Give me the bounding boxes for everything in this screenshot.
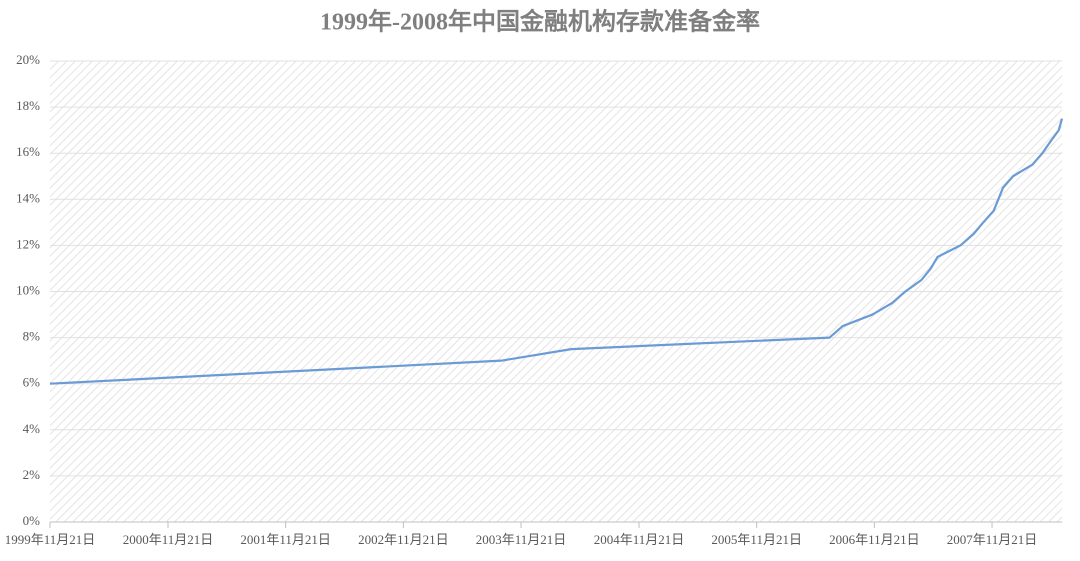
x-tick-label: 2002年11月21日 xyxy=(358,532,449,547)
y-tick-label: 4% xyxy=(23,421,41,436)
y-tick-label: 10% xyxy=(16,282,40,297)
x-tick-label: 2005年11月21日 xyxy=(711,532,802,547)
y-tick-label: 8% xyxy=(23,329,41,344)
y-tick-label: 2% xyxy=(23,467,41,482)
y-tick-label: 6% xyxy=(23,375,41,390)
x-tick-label: 2003年11月21日 xyxy=(476,532,567,547)
y-tick-label: 12% xyxy=(16,236,40,251)
y-tick-label: 18% xyxy=(16,98,40,113)
x-tick-label: 2006年11月21日 xyxy=(829,532,920,547)
data-line xyxy=(49,118,1064,385)
x-tick-label: 2004年11月21日 xyxy=(594,532,685,547)
x-tick-label: 2001年11月21日 xyxy=(240,532,331,547)
x-tick-label: 2007年11月21日 xyxy=(947,532,1038,547)
y-tick-label: 14% xyxy=(16,190,40,205)
y-tick-label: 16% xyxy=(16,144,40,159)
y-tick-label: 0% xyxy=(23,513,41,528)
x-tick-label: 2000年11月21日 xyxy=(123,532,214,547)
x-tick-label: 1999年11月21日 xyxy=(5,532,96,547)
chart-title: 1999年-2008年中国金融机构存款准备金率 xyxy=(320,8,760,36)
y-tick-label: 20% xyxy=(16,52,40,67)
